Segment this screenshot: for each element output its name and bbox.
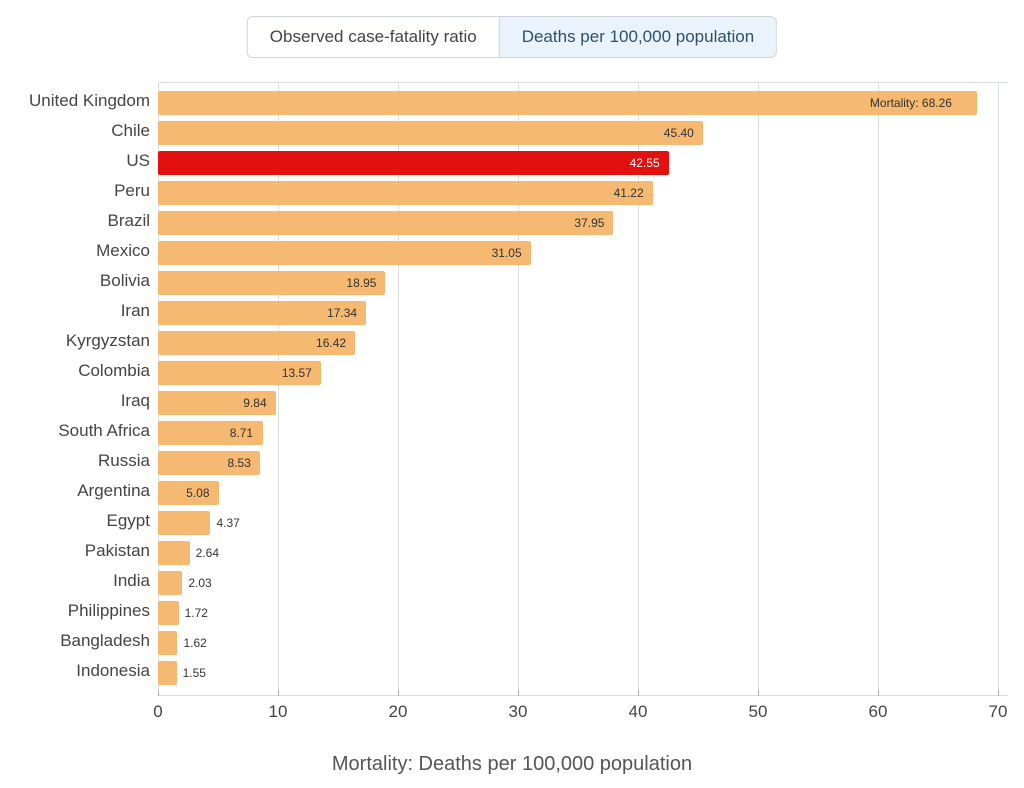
bar-value-label: Mortality: 68.26 — [870, 96, 952, 110]
x-tick-label: 0 — [153, 702, 162, 722]
x-tick-label: 10 — [269, 702, 288, 722]
bar[interactable] — [158, 91, 977, 115]
y-axis-label: Bangladesh — [0, 631, 150, 651]
y-axis-label: India — [0, 571, 150, 591]
x-tick-label: 40 — [629, 702, 648, 722]
tab-deaths-per-100k[interactable]: Deaths per 100,000 population — [499, 17, 777, 57]
bar[interactable] — [158, 541, 190, 565]
bar-value-label: 41.22 — [614, 186, 644, 200]
x-tick — [158, 690, 159, 696]
x-tick — [638, 690, 639, 696]
bar-value-label: 1.72 — [185, 606, 208, 620]
bar[interactable] — [158, 511, 210, 535]
y-axis-label: US — [0, 151, 150, 171]
y-axis-label: South Africa — [0, 421, 150, 441]
y-axis-label: Argentina — [0, 481, 150, 501]
bar-value-label: 8.71 — [230, 426, 253, 440]
x-tick — [998, 690, 999, 696]
bar-value-label: 1.55 — [183, 666, 206, 680]
bar-value-label: 45.40 — [664, 126, 694, 140]
y-axis-label: Philippines — [0, 601, 150, 621]
y-axis-label: Indonesia — [0, 661, 150, 681]
bar-value-label: 4.37 — [216, 516, 239, 530]
chart-frame: Observed case-fatality ratio Deaths per … — [0, 0, 1024, 788]
y-axis-label: Brazil — [0, 211, 150, 231]
bar-value-label: 8.53 — [228, 456, 251, 470]
bar-value-label: 37.95 — [574, 216, 604, 230]
x-tick-label: 70 — [989, 702, 1008, 722]
bar[interactable] — [158, 181, 653, 205]
bar[interactable] — [158, 241, 531, 265]
bar[interactable] — [158, 211, 613, 235]
y-axis-label: Colombia — [0, 361, 150, 381]
bar[interactable] — [158, 121, 703, 145]
x-tick — [758, 690, 759, 696]
bar-value-label: 13.57 — [282, 366, 312, 380]
tab-group: Observed case-fatality ratio Deaths per … — [247, 16, 777, 58]
tab-case-fatality[interactable]: Observed case-fatality ratio — [248, 17, 499, 57]
bar-value-label: 9.84 — [243, 396, 266, 410]
bar-value-label: 2.03 — [188, 576, 211, 590]
bar[interactable] — [158, 601, 179, 625]
bar[interactable] — [158, 631, 177, 655]
y-axis-label: Chile — [0, 121, 150, 141]
bar[interactable] — [158, 571, 182, 595]
x-tick — [278, 690, 279, 696]
y-axis-label: United Kingdom — [0, 91, 150, 111]
gridline — [998, 83, 999, 696]
x-tick-label: 30 — [509, 702, 528, 722]
x-tick-label: 20 — [389, 702, 408, 722]
x-axis-line — [158, 695, 1008, 696]
plot-area: Mortality: 68.26 45.40 42.55 41.22 37.95 31.0… — [158, 82, 1008, 696]
y-axis-label: Iraq — [0, 391, 150, 411]
x-tick — [878, 690, 879, 696]
bar-value-label: 2.64 — [196, 546, 219, 560]
bar-value-label: 31.05 — [492, 246, 522, 260]
x-tick — [518, 690, 519, 696]
bar[interactable] — [158, 661, 177, 685]
y-axis-label: Mexico — [0, 241, 150, 261]
bar-value-label: 18.95 — [346, 276, 376, 290]
y-axis-label: Iran — [0, 301, 150, 321]
bar-value-label: 16.42 — [316, 336, 346, 350]
bar[interactable] — [158, 151, 669, 175]
y-axis-label: Bolivia — [0, 271, 150, 291]
x-tick — [398, 690, 399, 696]
gridline — [878, 83, 879, 696]
y-axis-label: Pakistan — [0, 541, 150, 561]
bar-value-label: 1.62 — [183, 636, 206, 650]
x-tick-label: 50 — [749, 702, 768, 722]
bar-value-label: 17.34 — [327, 306, 357, 320]
y-axis-label: Russia — [0, 451, 150, 471]
y-axis-label: Kyrgyzstan — [0, 331, 150, 351]
y-axis-label: Peru — [0, 181, 150, 201]
chart-area: Mortality: 68.26 45.40 42.55 41.22 37.95 31.0… — [0, 76, 1024, 788]
bar-value-label: 42.55 — [630, 156, 660, 170]
bar-value-label: 5.08 — [186, 486, 209, 500]
x-axis-title: Mortality: Deaths per 100,000 population — [0, 753, 1024, 776]
y-axis-label: Egypt — [0, 511, 150, 531]
x-tick-label: 60 — [869, 702, 888, 722]
gridline — [758, 83, 759, 696]
